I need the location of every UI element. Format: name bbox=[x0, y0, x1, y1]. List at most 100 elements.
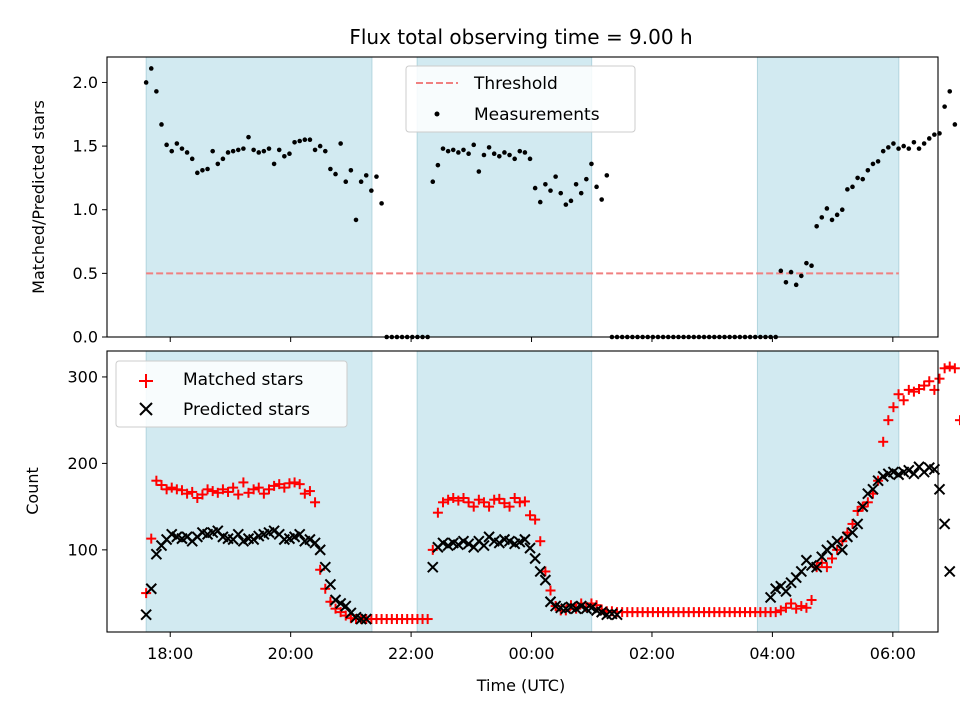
matched-star-point bbox=[484, 501, 495, 512]
measurement-point bbox=[471, 142, 477, 148]
measurement-point bbox=[921, 141, 927, 146]
measurement-point bbox=[302, 137, 308, 143]
measurement-point bbox=[916, 146, 922, 151]
matched-star-point bbox=[299, 488, 310, 499]
measurement-point bbox=[189, 156, 195, 162]
measurement-point bbox=[563, 202, 569, 207]
measurement-point bbox=[486, 145, 492, 150]
matched-star-point bbox=[182, 488, 193, 499]
predicted-star-point bbox=[493, 537, 506, 549]
measurement-point bbox=[241, 146, 246, 151]
predicted-star-point bbox=[247, 533, 260, 546]
matched-star-point bbox=[893, 389, 904, 400]
predicted-star-point bbox=[452, 538, 465, 551]
matched-star-point bbox=[176, 485, 187, 496]
measurement-point bbox=[855, 175, 860, 181]
measurement-point bbox=[952, 122, 958, 127]
measurement-point bbox=[210, 148, 215, 154]
measurement-point bbox=[154, 89, 159, 94]
measurement-point bbox=[829, 217, 835, 223]
bottom-observing-span bbox=[416, 350, 593, 633]
measurement-point bbox=[507, 152, 512, 158]
measurement-point bbox=[230, 148, 236, 154]
measurement-point bbox=[363, 173, 369, 178]
measurement-point bbox=[573, 181, 579, 187]
matched-star-point bbox=[473, 494, 484, 505]
matched-star-point bbox=[919, 380, 930, 391]
top-observing-spans bbox=[145, 56, 900, 338]
measurement-point bbox=[491, 151, 497, 157]
top-observing-span bbox=[145, 56, 373, 338]
matched-star-point bbox=[253, 482, 264, 493]
matched-star-point bbox=[939, 363, 950, 374]
measurement-point bbox=[532, 185, 538, 191]
matched-star-point bbox=[310, 497, 321, 508]
measurement-point bbox=[287, 151, 292, 157]
matched-star-point bbox=[530, 514, 541, 525]
legend-predicted-swatch bbox=[139, 402, 153, 416]
matched-star-point bbox=[453, 495, 464, 506]
measurement-point bbox=[522, 150, 528, 155]
top-y-tick-label: 2.0 bbox=[73, 73, 98, 92]
measurement-point bbox=[527, 156, 533, 162]
measurement-point bbox=[297, 138, 302, 144]
matched-star-point bbox=[914, 384, 925, 395]
measurement-point bbox=[322, 148, 328, 154]
x-tick-label: 02:00 bbox=[629, 644, 675, 663]
predicted-star-point bbox=[764, 591, 777, 604]
measurement-point bbox=[512, 156, 517, 162]
top-x-ticks bbox=[169, 337, 894, 342]
predicted-star-point bbox=[611, 609, 623, 621]
x-axis-label: Time (UTC) bbox=[476, 676, 565, 695]
measurement-point bbox=[348, 167, 354, 173]
measurement-point bbox=[276, 147, 282, 153]
matched-star-point bbox=[233, 489, 244, 500]
measurement-point bbox=[814, 223, 819, 229]
x-tick-label: 22:00 bbox=[388, 644, 434, 663]
x-tick-label: 04:00 bbox=[749, 644, 795, 663]
measurement-point bbox=[246, 134, 251, 140]
matched-star-point bbox=[263, 484, 274, 495]
measurement-point bbox=[594, 184, 599, 190]
top-y-axis-label: Matched/Predicted stars bbox=[29, 100, 48, 294]
measurement-point bbox=[568, 198, 574, 204]
matched-star-point bbox=[499, 498, 510, 509]
predicted-star-point bbox=[340, 600, 352, 612]
measurement-point bbox=[445, 148, 451, 154]
matched-star-point bbox=[545, 585, 556, 596]
predicted-star-point bbox=[816, 551, 828, 563]
top-y-tick-label: 0.0 bbox=[73, 328, 98, 347]
matched-star-point bbox=[217, 484, 228, 495]
matched-star-point bbox=[156, 480, 167, 491]
matched-star-point bbox=[821, 562, 832, 573]
predicted-star-point bbox=[309, 537, 321, 549]
measurement-point bbox=[839, 207, 845, 213]
measurement-point bbox=[353, 217, 359, 223]
matched-star-point bbox=[934, 373, 945, 384]
measurement-point bbox=[358, 179, 364, 185]
matched-star-point bbox=[903, 384, 914, 395]
matched-star-point bbox=[883, 415, 894, 426]
measurement-point bbox=[788, 269, 794, 275]
matched-star-point bbox=[269, 480, 280, 491]
measurement-point bbox=[251, 147, 256, 153]
predicted-star-point bbox=[780, 585, 792, 598]
predicted-star-point bbox=[355, 613, 367, 625]
predicted-star-point bbox=[534, 565, 546, 578]
matched-star-point bbox=[535, 536, 546, 547]
predicted-star-point bbox=[944, 565, 956, 578]
measurement-point bbox=[860, 176, 866, 182]
measurement-point bbox=[799, 273, 804, 279]
measurement-point bbox=[793, 282, 799, 288]
predicted-star-point bbox=[329, 594, 342, 606]
predicted-star-point bbox=[150, 548, 163, 560]
predicted-star-point bbox=[903, 464, 915, 477]
measurement-point bbox=[374, 174, 379, 179]
bottom-series-layer bbox=[140, 361, 960, 625]
measurement-point bbox=[517, 148, 523, 154]
measurement-point bbox=[292, 139, 297, 145]
matched-star-point bbox=[494, 493, 505, 504]
predicted-star-point bbox=[519, 533, 531, 546]
matched-star-point bbox=[504, 501, 515, 512]
ratio-subplot: 0.00.51.01.52.0 Matched/Predicted stars … bbox=[29, 56, 958, 347]
